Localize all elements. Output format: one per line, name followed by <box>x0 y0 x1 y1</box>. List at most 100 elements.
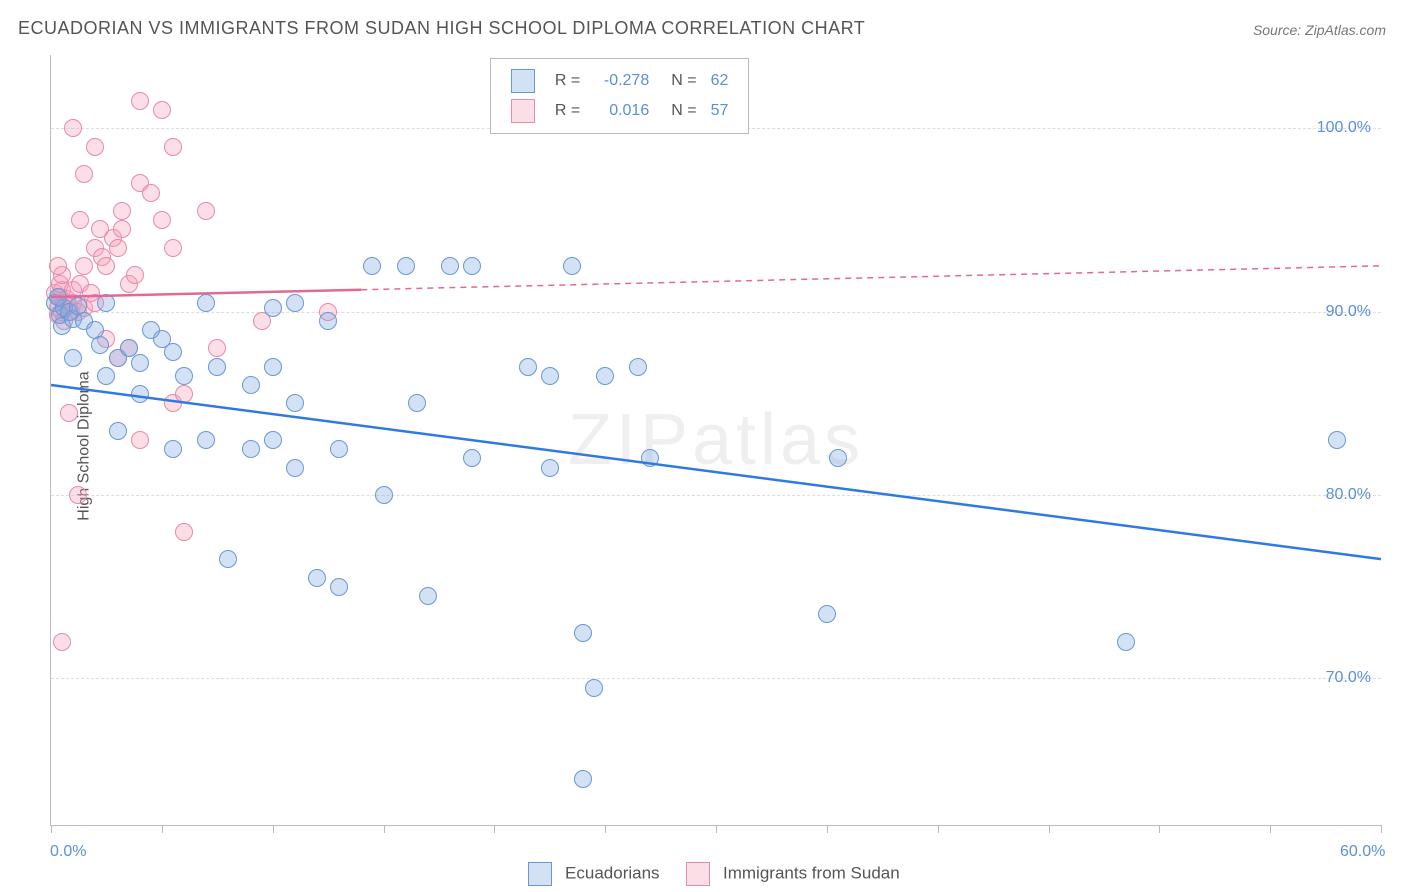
scatter-point-sudan <box>197 202 215 220</box>
scatter-point-ecuadorians <box>330 578 348 596</box>
legend-label-ecuadorians: Ecuadorians <box>565 863 660 882</box>
scatter-point-ecuadorians <box>286 294 304 312</box>
scatter-point-ecuadorians <box>131 354 149 372</box>
scatter-point-ecuadorians <box>574 624 592 642</box>
scatter-point-ecuadorians <box>319 312 337 330</box>
scatter-point-sudan <box>75 165 93 183</box>
scatter-point-ecuadorians <box>541 459 559 477</box>
legend-label-sudan: Immigrants from Sudan <box>723 863 900 882</box>
x-tick <box>162 825 163 833</box>
scatter-point-ecuadorians <box>441 257 459 275</box>
legend-swatch-ecuadorians <box>528 862 552 886</box>
scatter-point-sudan <box>175 385 193 403</box>
scatter-point-ecuadorians <box>585 679 603 697</box>
y-tick-label: 90.0% <box>1326 303 1371 321</box>
scatter-point-ecuadorians <box>164 440 182 458</box>
scatter-point-ecuadorians <box>1117 633 1135 651</box>
scatter-point-ecuadorians <box>596 367 614 385</box>
y-tick-label: 80.0% <box>1326 486 1371 504</box>
scatter-point-sudan <box>153 211 171 229</box>
scatter-point-sudan <box>86 138 104 156</box>
legend-swatch-sudan <box>686 862 710 886</box>
scatter-point-sudan <box>69 486 87 504</box>
scatter-point-ecuadorians <box>97 367 115 385</box>
source-attribution: Source: ZipAtlas.com <box>1253 22 1386 38</box>
x-tick-label: 60.0% <box>1340 843 1385 861</box>
scatter-point-ecuadorians <box>408 394 426 412</box>
scatter-point-sudan <box>131 92 149 110</box>
scatter-point-sudan <box>164 138 182 156</box>
scatter-point-ecuadorians <box>818 605 836 623</box>
gridline <box>51 495 1381 496</box>
scatter-point-ecuadorians <box>175 367 193 385</box>
x-tick <box>827 825 828 833</box>
x-tick <box>1270 825 1271 833</box>
scatter-point-ecuadorians <box>829 449 847 467</box>
scatter-point-ecuadorians <box>264 358 282 376</box>
scatter-point-sudan <box>131 431 149 449</box>
plot-area: ZIPatlas 70.0% 80.0% 90.0% 100.0% R =-0.278N… <box>50 55 1381 826</box>
scatter-point-ecuadorians <box>242 440 260 458</box>
scatter-point-ecuadorians <box>363 257 381 275</box>
scatter-point-ecuadorians <box>131 385 149 403</box>
y-tick-label: 100.0% <box>1317 119 1371 137</box>
watermark-text: ZIPatlas <box>568 399 864 481</box>
scatter-point-ecuadorians <box>286 459 304 477</box>
scatter-point-ecuadorians <box>91 336 109 354</box>
scatter-point-ecuadorians <box>519 358 537 376</box>
scatter-point-sudan <box>175 523 193 541</box>
scatter-point-ecuadorians <box>164 343 182 361</box>
scatter-point-ecuadorians <box>541 367 559 385</box>
scatter-point-sudan <box>75 257 93 275</box>
scatter-point-ecuadorians <box>641 449 659 467</box>
scatter-point-sudan <box>53 633 71 651</box>
scatter-point-ecuadorians <box>375 486 393 504</box>
x-tick <box>605 825 606 833</box>
scatter-point-ecuadorians <box>563 257 581 275</box>
x-tick <box>716 825 717 833</box>
chart-container: ECUADORIAN VS IMMIGRANTS FROM SUDAN HIGH… <box>0 0 1406 892</box>
scatter-point-ecuadorians <box>197 431 215 449</box>
legend-swatch-ecuadorians <box>511 69 535 93</box>
x-tick <box>51 825 52 833</box>
scatter-point-ecuadorians <box>242 376 260 394</box>
scatter-point-ecuadorians <box>219 550 237 568</box>
scatter-point-sudan <box>164 239 182 257</box>
scatter-point-sudan <box>153 101 171 119</box>
gridline <box>51 678 1381 679</box>
scatter-point-sudan <box>142 184 160 202</box>
scatter-point-ecuadorians <box>286 394 304 412</box>
scatter-point-ecuadorians <box>463 449 481 467</box>
x-tick <box>1159 825 1160 833</box>
scatter-point-ecuadorians <box>109 422 127 440</box>
scatter-point-ecuadorians <box>463 257 481 275</box>
scatter-point-ecuadorians <box>574 770 592 788</box>
scatter-point-sudan <box>208 339 226 357</box>
scatter-point-ecuadorians <box>197 294 215 312</box>
y-tick-label: 70.0% <box>1326 669 1371 687</box>
scatter-point-ecuadorians <box>330 440 348 458</box>
x-tick <box>494 825 495 833</box>
scatter-point-ecuadorians <box>208 358 226 376</box>
scatter-point-ecuadorians <box>397 257 415 275</box>
scatter-point-sudan <box>126 266 144 284</box>
x-tick <box>384 825 385 833</box>
scatter-point-sudan <box>113 202 131 220</box>
scatter-point-sudan <box>49 257 67 275</box>
scatter-point-sudan <box>109 239 127 257</box>
scatter-point-ecuadorians <box>1328 431 1346 449</box>
gridline <box>51 312 1381 313</box>
scatter-point-sudan <box>64 119 82 137</box>
scatter-point-ecuadorians <box>69 297 87 315</box>
x-tick <box>273 825 274 833</box>
scatter-point-sudan <box>113 220 131 238</box>
x-tick <box>938 825 939 833</box>
scatter-point-ecuadorians <box>308 569 326 587</box>
scatter-point-ecuadorians <box>64 349 82 367</box>
scatter-point-ecuadorians <box>97 294 115 312</box>
scatter-point-ecuadorians <box>419 587 437 605</box>
x-tick <box>1381 825 1382 833</box>
legend-stats-box: R =-0.278N =62R =0.016N =57 <box>490 58 749 134</box>
scatter-point-sudan <box>60 404 78 422</box>
scatter-point-ecuadorians <box>264 431 282 449</box>
